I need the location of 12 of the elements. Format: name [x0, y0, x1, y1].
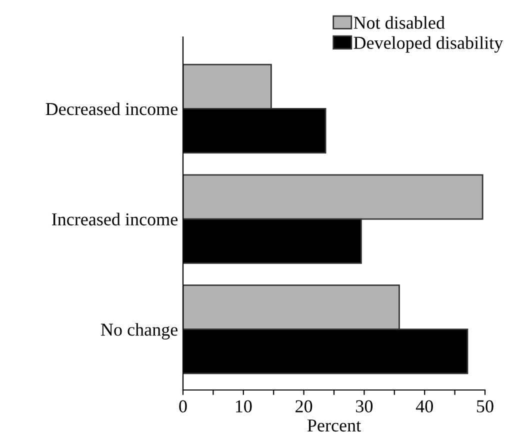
legend-label: Developed disability: [354, 36, 504, 53]
legend-label: Not disabled: [354, 16, 445, 29]
y-tick-label: Decreased income: [46, 102, 178, 116]
x-tick-label: 10: [236, 400, 252, 412]
x-tick-label: 40: [416, 400, 433, 412]
x-tick-label: 50: [477, 400, 494, 412]
y-tick-label: Increased income: [52, 212, 178, 226]
x-axis-title: Percent: [307, 420, 361, 432]
y-tick-label: No change: [100, 323, 178, 340]
x-tick-label: 30: [356, 400, 373, 412]
x-tick-label: 0: [179, 400, 187, 412]
x-tick-label: 20: [296, 400, 312, 412]
